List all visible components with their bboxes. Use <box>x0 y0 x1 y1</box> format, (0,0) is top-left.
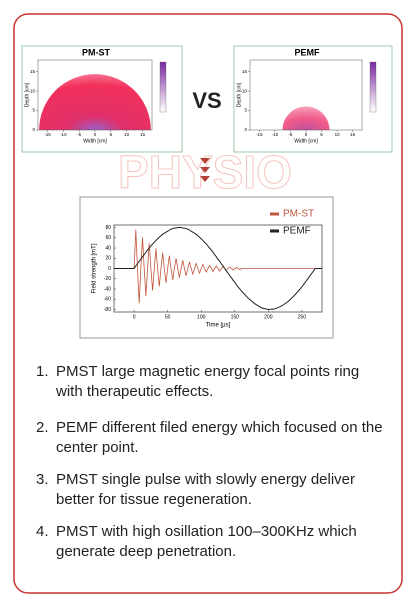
chart-frame <box>79 196 334 339</box>
heatmap-frame <box>233 45 393 153</box>
y-tick-label: 80 <box>105 225 111 231</box>
x-tick-label: -5 <box>288 132 292 137</box>
note: 3. PMST single pulse with slowly energy d… <box>36 470 386 510</box>
vs-label: VS <box>192 88 221 113</box>
frame <box>13 13 403 594</box>
x-tick-label: 150 <box>231 314 240 320</box>
x-tick-label: 50 <box>165 314 171 320</box>
note-text: PMST with high osillation 100–300KHz whi… <box>56 523 357 560</box>
x-tick-label: 5 <box>320 132 323 137</box>
field-map <box>282 106 330 130</box>
x-axis-label: Time [µs] <box>206 323 231 329</box>
note-text: PMST large magnetic energy focal points … <box>56 363 360 400</box>
x-tick-label: -15 <box>256 132 263 137</box>
heatmap-title: PM-ST <box>82 47 111 57</box>
y-tick-label: 10 <box>242 88 248 93</box>
heatmap-title: PEMF <box>294 47 320 57</box>
note-text: PMST single pulse with slowly energy del… <box>56 471 356 508</box>
note-text: PEMF different filed energy which focuse… <box>56 419 383 456</box>
series-line <box>114 227 322 310</box>
y-tick-label: -40 <box>104 286 111 292</box>
note: 2. PEMF different filed energy which focu… <box>36 418 386 458</box>
x-tick-label: 100 <box>197 314 206 320</box>
field-map <box>39 74 151 130</box>
y-tick-label: 5 <box>32 108 35 113</box>
y-tick-label: 15 <box>242 69 248 74</box>
x-tick-label: 250 <box>298 314 307 320</box>
y-tick-label: 0 <box>32 127 35 132</box>
x-tick-label: -15 <box>44 132 51 137</box>
note-number: 4. <box>36 523 49 540</box>
y-tick-label: -80 <box>104 307 111 313</box>
x-tick-label: -10 <box>272 132 279 137</box>
x-tick-label: 0 <box>305 132 308 137</box>
y-tick-label: 5 <box>244 108 247 113</box>
note: 4. PMST with high osillation 100–300KHz w… <box>36 522 386 562</box>
arrow <box>200 158 210 182</box>
y-tick-label: 0 <box>108 266 111 272</box>
y-tick-label: 0 <box>244 127 247 132</box>
y-tick-label: 10 <box>30 88 36 93</box>
x-tick-label: 5 <box>110 132 113 137</box>
x-tick-label: 10 <box>124 132 130 137</box>
y-tick-label: 15 <box>30 69 36 74</box>
x-tick-label: 200 <box>264 314 273 320</box>
y-axis-label: Depth [cm] <box>24 82 30 107</box>
note-number: 1. <box>36 363 49 380</box>
y-tick-label: 20 <box>105 256 111 262</box>
x-tick-label: -5 <box>77 132 81 137</box>
y-axis-label: Field strength [mT] <box>92 243 98 293</box>
legend-label: PM-ST <box>283 209 314 220</box>
x-tick-label: 0 <box>94 132 97 137</box>
y-tick-label: 40 <box>105 245 111 251</box>
series-line <box>114 229 322 304</box>
x-axis-label: Width [cm] <box>83 138 107 144</box>
note-number: 3. <box>36 471 49 488</box>
y-tick-label: -20 <box>104 276 111 282</box>
x-tick-label: 15 <box>350 132 356 137</box>
colorbar <box>369 61 377 113</box>
y-tick-label: 60 <box>105 235 111 241</box>
colorbar <box>159 61 167 113</box>
y-axis-label: Depth [cm] <box>236 82 242 107</box>
x-axis-label: Width [cm] <box>294 138 318 144</box>
note: 1. PMST large magnetic energy focal point… <box>36 362 386 402</box>
note-number: 2. <box>36 419 49 436</box>
x-tick-label: -10 <box>60 132 67 137</box>
legend-label: PEMF <box>283 226 311 237</box>
x-tick-label: 0 <box>133 314 136 320</box>
x-tick-label: 15 <box>140 132 146 137</box>
x-tick-label: 10 <box>335 132 341 137</box>
y-tick-label: -60 <box>104 297 111 303</box>
